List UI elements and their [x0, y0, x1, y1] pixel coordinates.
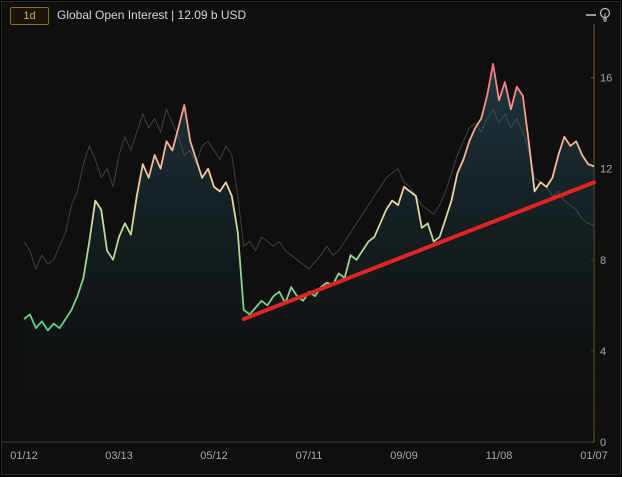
minimize-icon[interactable]: [586, 14, 596, 16]
x-tick-label: 05/12: [200, 450, 228, 462]
y-tick-label: 12: [600, 164, 612, 176]
y-tick-label: 4: [600, 346, 606, 358]
trend-line[interactable]: [241, 180, 596, 321]
chart-header: 1d Global Open Interest | 12.09 b USD: [2, 2, 620, 28]
series-area: [24, 63, 594, 443]
x-tick-label: 01/12: [10, 450, 38, 462]
timeframe-button[interactable]: 1d: [10, 7, 49, 25]
chart-title: Global Open Interest | 12.09 b USD: [57, 8, 247, 22]
y-tick-label: 0: [600, 437, 606, 449]
x-tick-label: 09/09: [390, 450, 418, 462]
x-tick-label: 01/07: [580, 450, 608, 462]
ghost-series-line: [23, 107, 595, 271]
y-tick-label: 8: [600, 255, 606, 267]
x-tick-label: 03/13: [105, 450, 133, 462]
lightbulb-icon[interactable]: [599, 7, 611, 23]
x-tick-label: 11/08: [486, 450, 513, 462]
y-tick-label: 16: [600, 73, 612, 85]
x-tick-label: 07/11: [296, 450, 323, 462]
plot-area: [23, 63, 596, 443]
